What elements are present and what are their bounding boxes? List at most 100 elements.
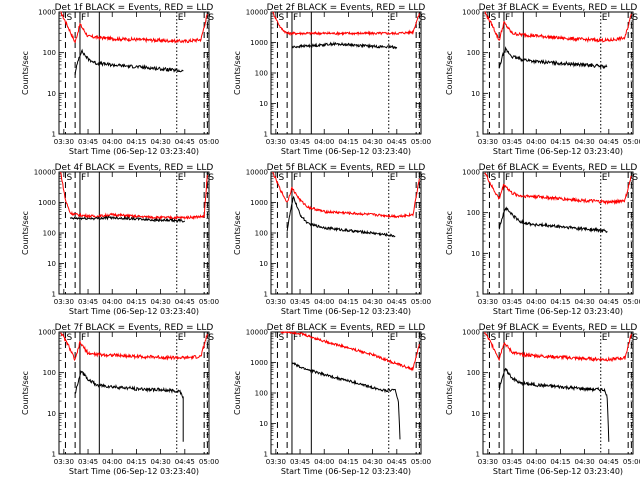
x-tick-label: 03:45	[78, 298, 98, 306]
marker-label: F	[81, 13, 86, 23]
y-axis-label: Counts/sec	[21, 371, 30, 415]
y-tick-label: 1000	[462, 329, 480, 337]
x-tick-label: 03:45	[290, 138, 310, 146]
panel-title: Det 9f BLACK = Events, RED = LLD	[479, 323, 638, 333]
y-tick-label: 10000	[246, 169, 268, 177]
marker-label: F	[293, 333, 298, 343]
y-tick-label: 1000	[38, 9, 56, 17]
x-tick-label: 04:00	[526, 458, 546, 466]
x-tick-label: 04:30	[363, 298, 383, 306]
y-tick-label: 1	[264, 291, 268, 299]
x-tick-label: 05:00	[411, 298, 431, 306]
y-axis-label: Counts/sec	[445, 211, 454, 255]
marker-label: S	[420, 173, 426, 183]
x-axis-label: Start Time (06-Sep-12 03:23:40)	[281, 147, 411, 156]
y-axis-label: Counts/sec	[233, 371, 242, 415]
y-tick-label: 1000	[250, 39, 268, 47]
panel-title: Det 1f BLACK = Events, RED = LLD	[55, 3, 214, 13]
x-tick-label: 04:45	[387, 298, 407, 306]
marker-label: S	[208, 173, 214, 183]
marker-label: F	[81, 333, 86, 343]
y-tick-label: 1000	[462, 9, 480, 17]
x-tick-label: 05:00	[199, 298, 219, 306]
x-tick-label: 04:45	[175, 138, 195, 146]
x-tick-label: 05:00	[623, 458, 640, 466]
panel-7: Det 7f BLACK = Events, RED = LLD 1 10 100 10…	[21, 323, 219, 476]
marker-label: F	[505, 333, 510, 343]
marker-label: S	[632, 173, 638, 183]
events-series-line	[498, 46, 608, 70]
x-tick-label: 04:00	[314, 298, 334, 306]
x-tick-label: 04:45	[175, 298, 195, 306]
marker-label: E	[602, 173, 608, 183]
x-tick-label: 05:00	[623, 298, 640, 306]
y-axis-label: Counts/sec	[233, 211, 242, 255]
lld-series-line	[60, 171, 208, 221]
panel-title: Det 4f BLACK = Events, RED = LLD	[55, 163, 214, 173]
marker-label: S	[420, 13, 426, 23]
x-axis-label: Start Time (06-Sep-12 03:23:40)	[69, 307, 199, 316]
x-tick-label: 04:00	[102, 298, 122, 306]
x-tick-label: 03:45	[290, 298, 310, 306]
marker-label: S	[632, 13, 638, 23]
y-axis-label: Counts/sec	[445, 371, 454, 415]
marker-label: F	[505, 13, 510, 23]
y-tick-label: 100	[255, 70, 268, 78]
x-tick-label: 03:30	[54, 138, 74, 146]
x-tick-label: 04:30	[363, 458, 383, 466]
y-tick-label: 1	[476, 451, 480, 459]
y-tick-label: 10	[47, 90, 56, 98]
x-tick-label: 04:30	[575, 458, 595, 466]
x-axis-label: Start Time (06-Sep-12 03:23:40)	[493, 307, 623, 316]
y-tick-label: 10	[259, 420, 268, 428]
marker-label: S	[278, 13, 284, 23]
x-tick-label: 05:00	[199, 458, 219, 466]
marker-label: E	[178, 13, 184, 23]
marker-label: E	[390, 333, 396, 343]
panel-title: Det 3f BLACK = Events, RED = LLD	[479, 3, 638, 13]
marker-label: S	[490, 13, 496, 23]
x-tick-label: 04:15	[338, 138, 358, 146]
events-series-line	[74, 370, 184, 442]
x-tick-label: 04:15	[126, 298, 146, 306]
marker-label: S	[66, 173, 72, 183]
x-tick-label: 04:15	[126, 458, 146, 466]
lld-series-line	[484, 11, 632, 44]
y-tick-label: 10	[47, 410, 56, 418]
x-tick-label: 04:00	[102, 138, 122, 146]
x-axis-label: Start Time (06-Sep-12 03:23:40)	[493, 467, 623, 476]
x-tick-label: 04:45	[599, 138, 619, 146]
panel-5: Det 5f BLACK = Events, RED = LLD 1 10 100 10…	[233, 163, 431, 316]
events-series-line	[74, 48, 184, 76]
x-tick-label: 04:00	[526, 298, 546, 306]
y-tick-label: 1	[264, 451, 268, 459]
x-tick-label: 03:30	[266, 138, 286, 146]
marker-label: F	[293, 13, 298, 23]
y-tick-label: 1	[476, 291, 480, 299]
events-series-line	[291, 361, 401, 440]
y-axis-label: Counts/sec	[21, 211, 30, 255]
plot-frame	[482, 171, 634, 295]
marker-label: S	[490, 173, 496, 183]
x-axis-label: Start Time (06-Sep-12 03:23:40)	[493, 147, 623, 156]
x-tick-label: 03:30	[478, 298, 498, 306]
y-tick-label: 100	[43, 369, 56, 377]
x-tick-label: 03:45	[290, 458, 310, 466]
panel-9: Det 9f BLACK = Events, RED = LLD 1 10 100 10…	[445, 323, 640, 476]
x-tick-label: 04:45	[599, 298, 619, 306]
marker-label: S	[208, 13, 214, 23]
y-tick-label: 10	[259, 260, 268, 268]
y-tick-label: 100	[467, 369, 480, 377]
x-tick-label: 04:30	[575, 298, 595, 306]
x-tick-label: 03:45	[78, 138, 98, 146]
x-tick-label: 04:45	[387, 138, 407, 146]
panel-2: Det 2f BLACK = Events, RED = LLD 1 10 100 10…	[233, 3, 431, 156]
marker-label: F	[505, 173, 510, 183]
x-tick-label: 03:30	[266, 458, 286, 466]
x-tick-label: 04:15	[126, 138, 146, 146]
plot-frame	[270, 331, 422, 455]
marker-label: S	[420, 333, 426, 343]
y-tick-label: 100	[255, 230, 268, 238]
y-tick-label: 10000	[34, 169, 56, 177]
x-tick-label: 03:30	[54, 298, 74, 306]
